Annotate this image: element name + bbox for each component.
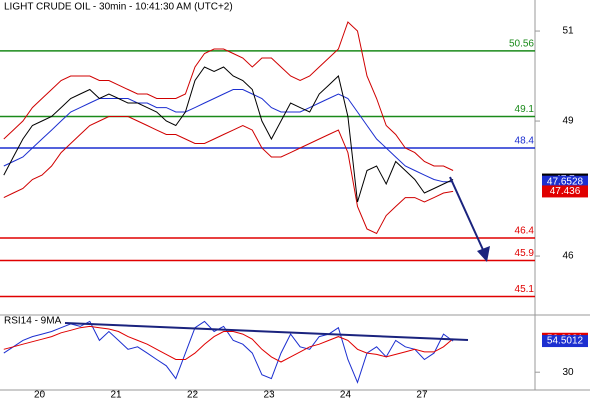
level-label: 50.56: [509, 38, 534, 49]
x-tick-label: 27: [416, 390, 428, 400]
panel-title: RSI14 - 9MA: [4, 316, 62, 327]
y-tick-label: 46: [562, 251, 574, 262]
x-tick-label: 20: [34, 390, 46, 400]
level-label: 46.4: [515, 226, 535, 237]
value-box-label: 54.5012: [547, 336, 584, 347]
level-label: 49.1: [515, 104, 535, 115]
x-tick-label: 21: [110, 390, 122, 400]
x-tick-label: 23: [263, 390, 275, 400]
arrow-head: [477, 246, 490, 262]
value-box: [542, 175, 588, 188]
chart-title: LIGHT CRUDE OIL - 30min - 10:41:30 AM (U…: [4, 2, 233, 13]
rsi-panel: 3056.302154.5012: [3, 320, 588, 384]
series-line: [3, 21, 454, 171]
y-tick-label: 30: [562, 367, 574, 378]
rsi-trendline: [64, 322, 469, 341]
value-box-label: 47.436: [550, 186, 581, 197]
level-label: 48.4: [515, 136, 535, 147]
y-tick-label: 49: [562, 116, 574, 127]
series-line: [3, 325, 454, 363]
value-box: [542, 335, 588, 348]
x-tick-label: 22: [187, 390, 199, 400]
price-panel: 51494650.5649.148.446.445.945.147.747.65…: [0, 21, 588, 298]
level-label: 45.9: [515, 248, 535, 259]
series-line: [3, 66, 454, 203]
series-line: [3, 116, 454, 235]
value-box: [542, 185, 588, 198]
series-line: [3, 320, 454, 384]
y-tick-label: 51: [562, 26, 574, 37]
value-box-label: 47.6528: [547, 176, 584, 187]
series-line: [3, 89, 454, 183]
x-tick-label: 24: [340, 390, 352, 400]
arrow-shaft: [449, 176, 485, 253]
level-label: 45.1: [515, 284, 535, 295]
